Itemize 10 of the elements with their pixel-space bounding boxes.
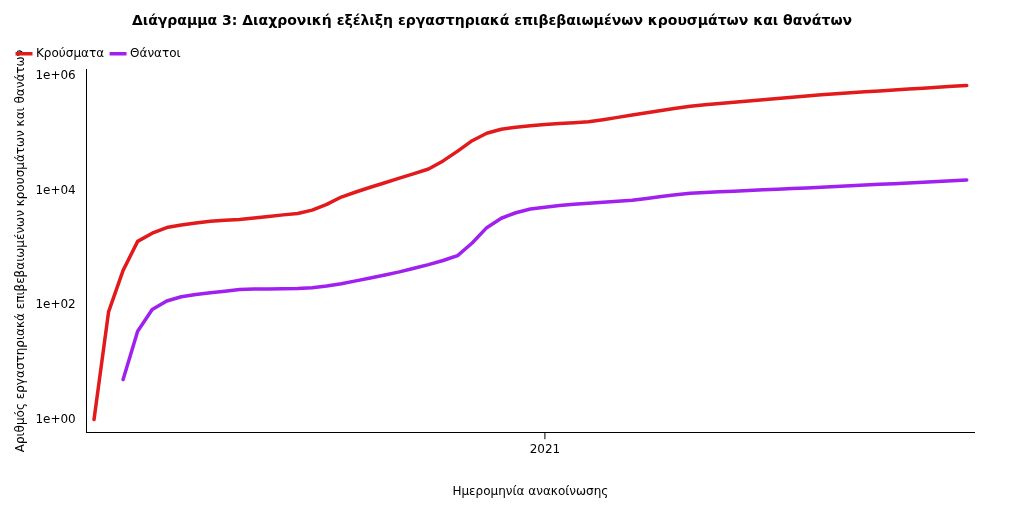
y-tick-label: 1e+02 xyxy=(35,297,76,312)
x-axis-title: Ημερομηνία ανακοίνωσης xyxy=(452,483,609,498)
y-tick-label: 1e+06 xyxy=(35,68,76,83)
y-axis-title: Αριθμός εργαστηριακά επιβεβαιωμένων κρουσμάτων και θανάτων xyxy=(13,49,28,453)
x-tick-label: 2021 xyxy=(529,441,561,456)
y-tick-label: 1e+04 xyxy=(35,182,76,197)
chart-title: Διάγραμμα 3: Διαχρονική εξέλιξη εργαστηριακά επιβεβαιωμένων κρουσμάτων και θανάτων xyxy=(131,12,853,29)
legend-label: Θάνατοι xyxy=(130,45,181,60)
y-tick-label: 1e+00 xyxy=(35,411,76,426)
legend-label: Κρούσματα xyxy=(36,45,105,60)
